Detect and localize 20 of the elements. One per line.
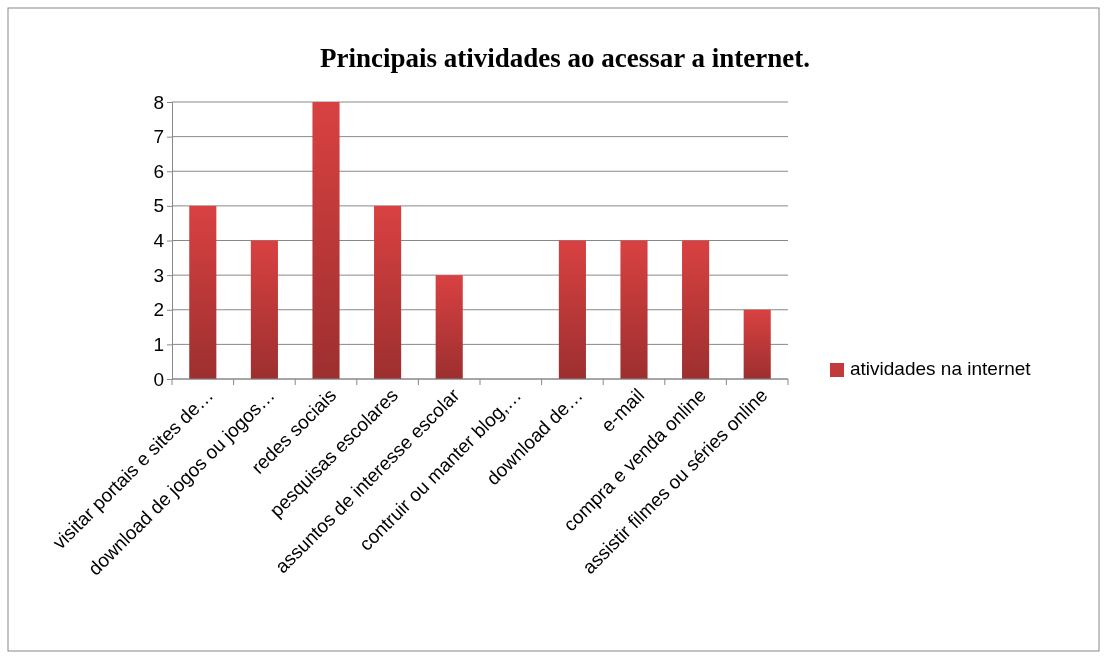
bar (312, 102, 340, 379)
bar (435, 275, 463, 379)
y-tick-label: 1 (153, 333, 164, 355)
y-tick-label: 8 (153, 91, 164, 113)
y-tick-label: 0 (153, 368, 164, 390)
y-tick-label: 3 (153, 264, 164, 286)
bar (374, 205, 402, 379)
bar (743, 309, 771, 379)
y-tick-label: 4 (153, 230, 165, 252)
bar (189, 205, 217, 379)
y-tick-label: 5 (153, 195, 164, 217)
bar (682, 240, 710, 379)
y-tick-label: 6 (153, 160, 164, 182)
bar (558, 240, 586, 379)
y-tick-label: 7 (153, 126, 164, 148)
chart-title: Principais atividades ao acessar a internet. (320, 43, 810, 73)
legend-label: atividades na internet (850, 358, 1032, 380)
y-tick-label: 2 (153, 299, 164, 321)
bar (250, 240, 278, 379)
bar (620, 240, 648, 379)
